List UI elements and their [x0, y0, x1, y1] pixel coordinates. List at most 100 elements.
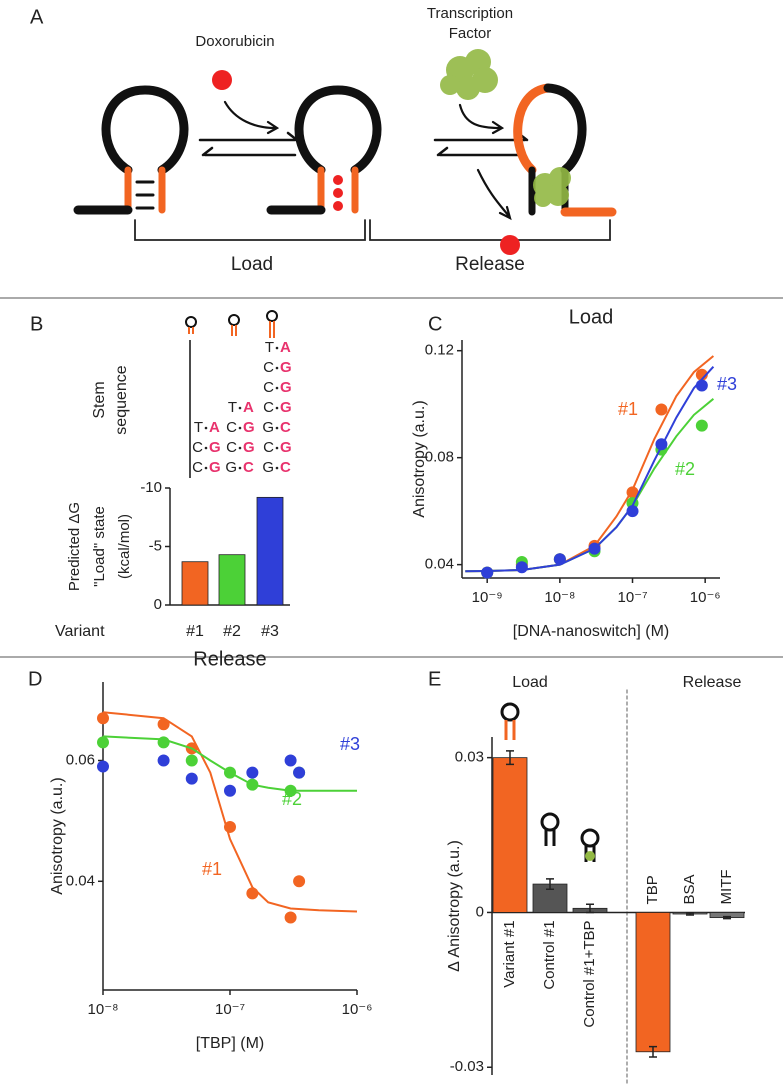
series-label: #3	[717, 374, 737, 394]
x-tick-label: 10⁻⁹	[472, 589, 503, 606]
x-tick-label: 10⁻⁷	[215, 1001, 245, 1018]
data-point	[246, 778, 259, 791]
base: C	[263, 399, 274, 416]
base: C	[263, 439, 274, 456]
panel-label: C	[428, 313, 442, 335]
chart-title: Load	[569, 306, 614, 328]
data-point	[695, 419, 708, 432]
error-bar	[586, 903, 594, 914]
y-tick-label: 0.08	[425, 449, 454, 466]
y-tick-label: 0	[154, 596, 162, 613]
y-tick-label: 0.03	[455, 749, 484, 766]
data-point	[553, 553, 566, 566]
x-axis-label: [DNA-nanoswitch] (M)	[513, 623, 669, 640]
x-tick-label: 10⁻⁶	[690, 589, 721, 606]
category-label: #1	[186, 623, 204, 640]
base: G	[280, 399, 292, 416]
category-label: Control #1+TBP	[581, 920, 598, 1027]
base: G	[280, 379, 292, 396]
fit-line	[102, 735, 357, 792]
data-point	[695, 379, 708, 392]
base: G	[243, 439, 255, 456]
x-axis-label: [TBP] (M)	[196, 1035, 264, 1052]
base: A	[243, 399, 254, 416]
series-label: #2	[282, 789, 302, 809]
pair-dot	[275, 346, 279, 350]
panel-label: D	[28, 668, 42, 690]
data-point	[157, 754, 170, 767]
y-axis-label: Δ Anisotropy (a.u.)	[446, 840, 463, 972]
category-label: BSA	[681, 874, 698, 904]
chart-title: Release	[193, 648, 266, 670]
base: C	[280, 419, 291, 436]
category-label: #2	[223, 623, 241, 640]
base: C	[243, 459, 254, 476]
error-bar	[649, 1045, 657, 1058]
series-label: #1	[618, 399, 638, 419]
y-tick-label: 0	[476, 903, 484, 920]
data-point	[224, 784, 236, 797]
data-point	[157, 736, 170, 749]
y-tick-label: -0.03	[450, 1058, 484, 1075]
data-point	[293, 875, 306, 888]
data-point	[224, 820, 236, 833]
error-bar	[506, 750, 514, 766]
base: T	[194, 419, 203, 436]
pair-dot	[204, 466, 208, 470]
small-icons	[185, 310, 600, 862]
data-point	[626, 505, 639, 518]
pair-dot	[275, 466, 279, 470]
y-axis-label: (kcal/mol)	[116, 514, 133, 579]
data-point	[185, 754, 198, 767]
bar	[181, 561, 209, 606]
x-tick-label: 10⁻⁷	[617, 589, 647, 606]
pair-dot	[204, 426, 208, 430]
data-point	[157, 718, 170, 731]
base: C	[192, 459, 203, 476]
base: C	[226, 439, 237, 456]
y-tick-label: 0.12	[425, 342, 454, 359]
data-point	[655, 403, 668, 416]
y-tick-label: -5	[149, 537, 162, 554]
data-point	[695, 368, 708, 381]
error-bar	[723, 915, 731, 920]
pair-dot	[238, 426, 242, 430]
y-axis-label: Anisotropy (a.u.)	[49, 777, 66, 894]
stem-label: sequence	[113, 365, 130, 434]
base: T	[265, 339, 274, 356]
fit-line	[465, 366, 715, 573]
data-point	[224, 766, 236, 779]
category-label: #3	[261, 623, 279, 640]
pair-dot	[275, 446, 279, 450]
category-label: TBP	[644, 875, 661, 904]
y-tick-label: 0.04	[66, 872, 95, 889]
panel-label: E	[428, 668, 441, 690]
pair-dot	[238, 466, 242, 470]
series-label: #3	[340, 734, 360, 754]
load-label: Load	[231, 254, 273, 275]
fit-line	[102, 711, 358, 913]
pair-dot	[204, 446, 208, 450]
pair-dot	[275, 406, 279, 410]
data-point	[515, 561, 528, 574]
factor-label: Transcription	[427, 5, 513, 22]
data-point	[284, 911, 297, 924]
data-point	[246, 766, 259, 779]
base: G	[243, 419, 255, 436]
pair-dot	[238, 446, 242, 450]
base: G	[225, 459, 237, 476]
data-point	[97, 712, 109, 725]
bar	[492, 757, 528, 913]
data-point	[626, 486, 639, 499]
y-tick-label: 0.04	[425, 556, 454, 573]
base: G	[209, 439, 221, 456]
base: C	[226, 419, 237, 436]
y-axis-label: Anisotropy (a.u.)	[411, 400, 428, 517]
drug-label: Doxorubicin	[195, 33, 274, 50]
data-point	[293, 766, 306, 779]
data-point	[97, 760, 109, 773]
y-tick-label: 0.06	[66, 751, 95, 768]
data-point	[246, 887, 259, 900]
pair-dot	[275, 366, 279, 370]
